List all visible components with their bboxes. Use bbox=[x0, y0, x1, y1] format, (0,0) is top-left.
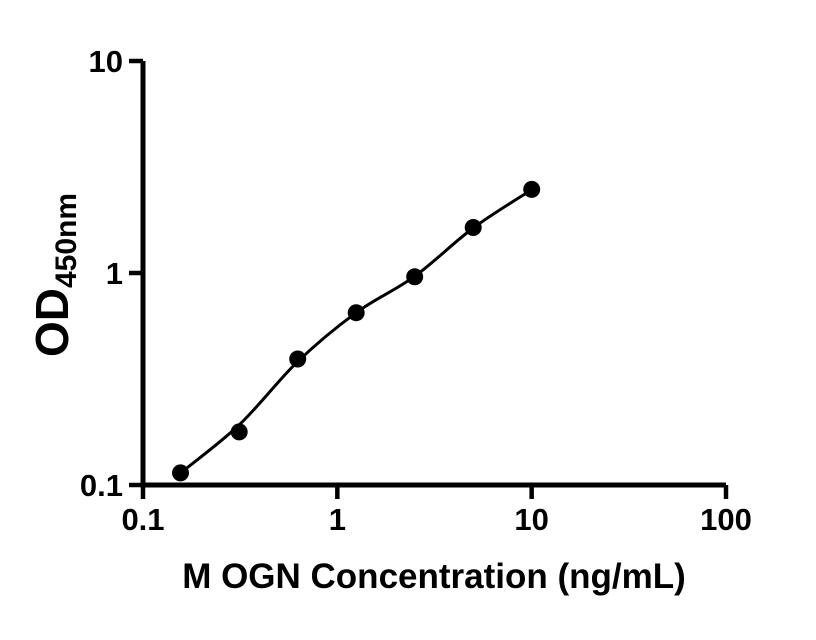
data-point bbox=[523, 180, 541, 198]
data-point bbox=[230, 423, 248, 441]
x-tick-label: 1 bbox=[329, 502, 346, 537]
y-axis-title: OD450nm bbox=[26, 193, 83, 357]
y-axis-title-subscript: 450nm bbox=[50, 193, 83, 288]
x-tick-label: 100 bbox=[700, 502, 752, 537]
y-axis-title-main: OD bbox=[26, 288, 78, 357]
y-tick-label: 1 bbox=[106, 256, 123, 291]
data-point bbox=[347, 304, 365, 322]
y-tick-label: 0.1 bbox=[80, 468, 123, 503]
x-tick-label: 0.1 bbox=[121, 502, 164, 537]
data-point bbox=[406, 268, 424, 286]
data-point bbox=[464, 219, 482, 236]
y-tick-label: 10 bbox=[89, 44, 123, 79]
data-point bbox=[289, 350, 307, 368]
data-point bbox=[172, 464, 189, 482]
x-tick-label: 10 bbox=[514, 502, 548, 537]
x-axis-title: M OGN Concentration (ng/mL) bbox=[182, 557, 686, 596]
plot-area: 0.1 1 10 100 0.1 1 10 bbox=[80, 44, 752, 537]
